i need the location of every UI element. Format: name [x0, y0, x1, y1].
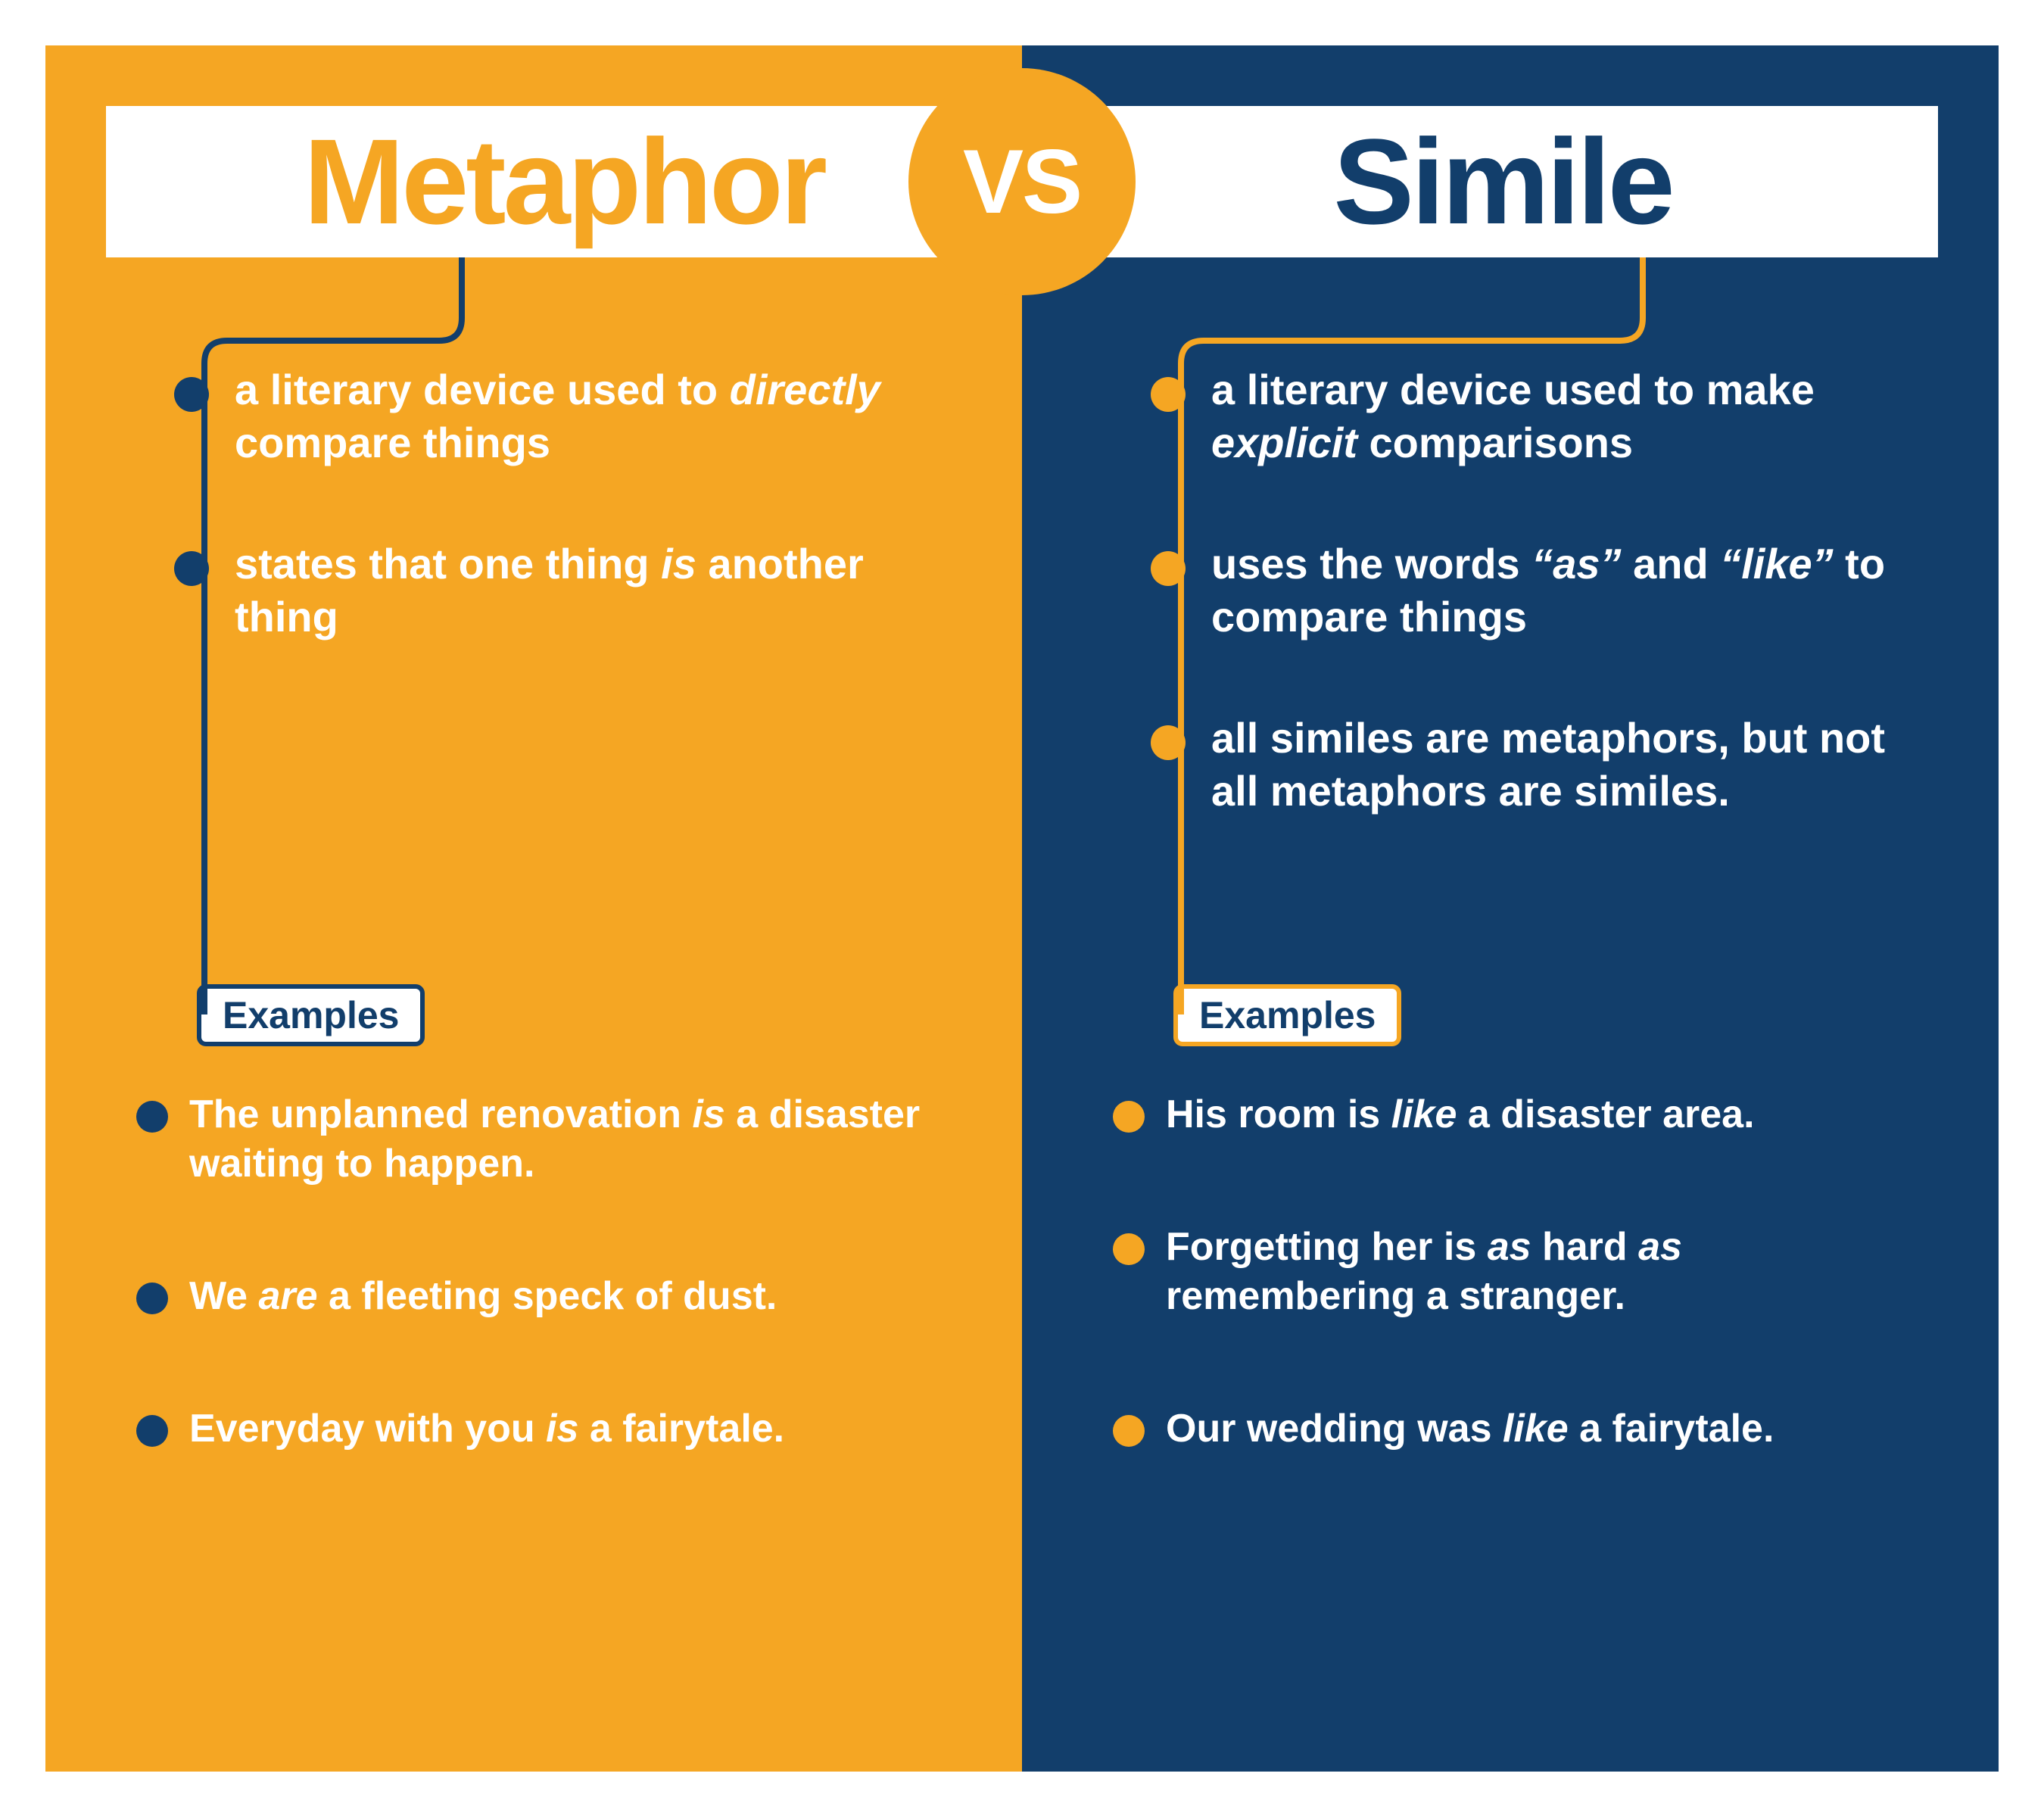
right-definition-item: all similes are metaphors, but not all m…: [1158, 712, 1915, 818]
right-examples-area: His room is like a disaster area. Forgett…: [1113, 1090, 1915, 1537]
right-example-item: His room is like a disaster area.: [1113, 1090, 1915, 1139]
right-definition-item: a literary device used to make explicit …: [1158, 363, 1915, 469]
right-example-item: Forgetting her is as hard as remembering…: [1113, 1223, 1915, 1321]
infographic-container: a literary device used to directly compa…: [45, 45, 1999, 1772]
left-example-item: Everyday with you is a fairytale.: [136, 1404, 939, 1454]
right-column: a literary device used to make explicit …: [1022, 45, 1999, 1772]
left-title: Metaphor: [106, 121, 1022, 242]
left-definition-item: states that one thing is another thing: [182, 538, 939, 644]
vs-badge: VS: [908, 68, 1136, 295]
left-examples-area: The unplanned renovation is a disaster w…: [136, 1090, 939, 1537]
left-examples-list: The unplanned renovation is a disaster w…: [136, 1090, 939, 1454]
left-example-item: We are a fleeting speck of dust.: [136, 1272, 939, 1321]
right-definitions-area: a literary device used to make explicit …: [1022, 273, 1999, 1772]
right-definitions-list: a literary device used to make explicit …: [1158, 363, 1915, 818]
right-examples-list: His room is like a disaster area. Forgett…: [1113, 1090, 1915, 1454]
right-definition-item: uses the words “as” and “like” to compar…: [1158, 538, 1915, 644]
right-example-item: Our wedding was like a fairytale.: [1113, 1404, 1915, 1454]
left-column: a literary device used to directly compa…: [45, 45, 1022, 1772]
right-examples-label: Examples: [1173, 984, 1401, 1046]
left-examples-label: Examples: [197, 984, 425, 1046]
right-title: Simile: [1022, 121, 1938, 242]
left-example-item: The unplanned renovation is a disaster w…: [136, 1090, 939, 1189]
left-definitions-list: a literary device used to directly compa…: [182, 363, 939, 644]
left-definitions-area: a literary device used to directly compa…: [45, 273, 1022, 1772]
left-definition-item: a literary device used to directly compa…: [182, 363, 939, 469]
